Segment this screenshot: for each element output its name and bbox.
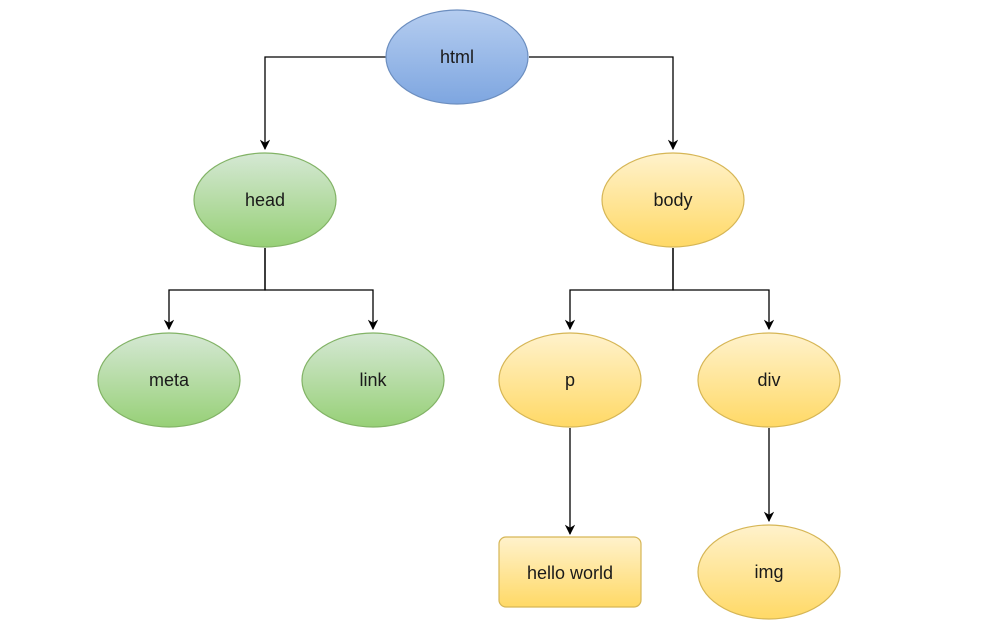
edge-head-link [264, 248, 379, 331]
node-img-label: img [754, 562, 783, 582]
node-meta-label: meta [149, 370, 190, 390]
node-body: body [601, 152, 745, 248]
node-head: head [193, 152, 337, 248]
node-div: div [697, 332, 841, 428]
edge-html-head [259, 56, 386, 151]
node-body-label: body [653, 190, 692, 210]
node-html: html [385, 9, 529, 105]
node-hello-world: hello world [498, 536, 642, 608]
node-p-label: p [565, 370, 575, 390]
edge-head-meta [163, 248, 266, 331]
edges [163, 56, 775, 536]
edge-body-div [672, 248, 775, 331]
nodes: html head body meta link p div h [97, 9, 841, 620]
node-link: link [301, 332, 445, 428]
node-meta: meta [97, 332, 241, 428]
node-html-label: html [440, 47, 474, 67]
node-head-label: head [245, 190, 285, 210]
node-img: img [697, 524, 841, 620]
node-hello-world-label: hello world [527, 563, 613, 583]
node-link-label: link [359, 370, 387, 390]
edge-body-p [564, 248, 674, 331]
node-div-label: div [757, 370, 780, 390]
edge-html-body [529, 56, 679, 151]
node-p: p [498, 332, 642, 428]
